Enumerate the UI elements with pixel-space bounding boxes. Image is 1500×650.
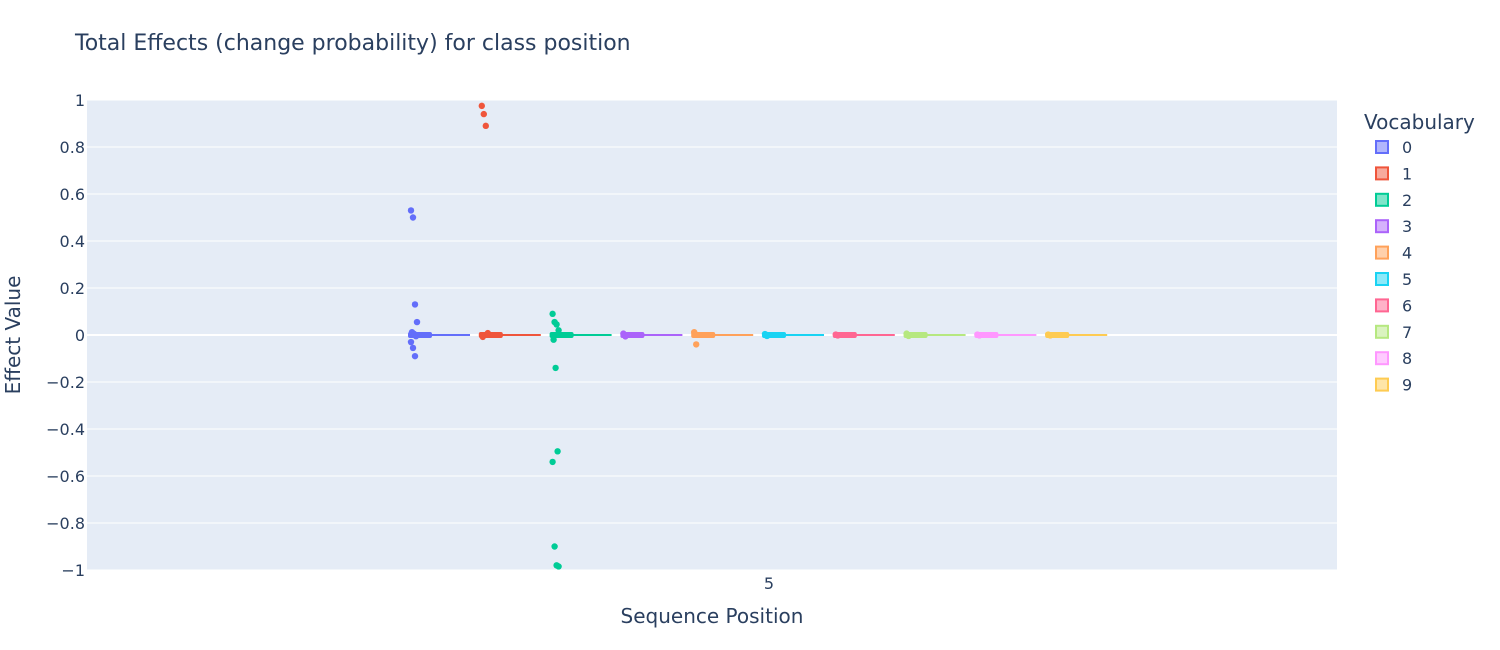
legend-label: 9 [1402, 376, 1412, 395]
legend-swatch [1375, 166, 1389, 181]
legend-swatch [1375, 324, 1389, 339]
y-tick-label: 0.4 [60, 232, 85, 251]
outlier-point [976, 332, 983, 339]
outlier-point [480, 110, 487, 118]
legend-label: 7 [1402, 323, 1412, 342]
outlier-point [691, 328, 698, 336]
outlier-point [550, 336, 557, 343]
legend-label: 6 [1402, 296, 1412, 315]
y-tick-label: −0.2 [46, 373, 85, 392]
series-layer [407, 102, 1108, 570]
legend-item-3[interactable]: 3 [1375, 217, 1412, 236]
series-1 [478, 102, 541, 341]
legend-item-9[interactable]: 9 [1375, 376, 1412, 395]
outlier-point [549, 310, 556, 318]
y-tick-label: 1 [75, 91, 85, 110]
y-tick-label: −0.6 [46, 467, 85, 486]
legend-swatch [1375, 298, 1389, 313]
y-tick-label: 0.2 [60, 279, 85, 298]
legend-item-8[interactable]: 8 [1375, 349, 1412, 368]
outlier-point [555, 563, 562, 570]
legend-label: 5 [1402, 270, 1412, 289]
legend-item-5[interactable]: 5 [1375, 270, 1412, 289]
series-2 [549, 310, 612, 570]
outlier-point [407, 207, 415, 214]
outlier-point [409, 344, 417, 352]
legend-swatch [1375, 377, 1389, 392]
outlier-point [551, 543, 558, 550]
legend-label: 4 [1402, 244, 1412, 263]
y-tick-label: 0.8 [60, 138, 85, 157]
legend-swatch [1375, 140, 1389, 154]
y-tick-label: 0.6 [60, 185, 85, 204]
series-9 [1045, 331, 1108, 339]
outlier-point [622, 333, 629, 340]
outlier-point [412, 332, 420, 340]
outlier-point [413, 318, 421, 326]
y-tick-label: −0.4 [46, 420, 85, 439]
legend-label: 8 [1402, 349, 1412, 368]
legend-swatch [1375, 192, 1389, 207]
series-4 [691, 328, 754, 348]
series-3 [620, 330, 683, 340]
legend-swatch [1375, 245, 1389, 260]
outlier-point [1047, 332, 1054, 339]
y-tick-label: −1 [61, 561, 85, 580]
series-5 [761, 330, 824, 340]
outlier-point [553, 321, 560, 328]
legend-item-0[interactable]: 0 [1375, 138, 1412, 157]
outlier-point [554, 448, 561, 455]
outlier-point [478, 102, 485, 110]
box-cluster [549, 332, 574, 338]
outlier-point [407, 338, 415, 346]
outlier-point [552, 364, 559, 372]
x-axis-ticks: 5 [764, 574, 774, 593]
y-axis-title: Effect Value [1, 276, 25, 395]
outlier-point [484, 329, 491, 337]
outlier-point [555, 327, 562, 334]
legend-label: 1 [1402, 164, 1412, 183]
legend-title: Vocabulary [1364, 110, 1475, 134]
outlier-point [763, 332, 771, 340]
outlier-point [482, 122, 489, 130]
y-tick-label: 0 [75, 326, 85, 345]
outlier-point [905, 332, 912, 340]
legend-label: 3 [1402, 217, 1412, 236]
outlier-point [549, 458, 556, 466]
x-tick-label: 5 [764, 574, 774, 593]
legend-label: 2 [1402, 191, 1412, 210]
series-0 [407, 207, 470, 360]
y-axis-ticks: 1 0.8 0.6 0.4 0.2 0 −0.2 −0.4 −0.6 −0.8 −1 [46, 91, 85, 580]
series-8 [974, 331, 1037, 339]
series-6 [832, 331, 895, 339]
series-7 [903, 330, 966, 340]
legend-label: 0 [1402, 138, 1412, 157]
outlier-point [411, 301, 419, 308]
legend-swatch [1375, 351, 1389, 366]
chart-title: Total Effects (change probability) for c… [74, 31, 631, 56]
legend-item-6[interactable]: 6 [1375, 296, 1412, 315]
outlier-point [479, 333, 486, 341]
legend-item-7[interactable]: 7 [1375, 323, 1412, 342]
legend[interactable]: Vocabulary 0 1 2 3 4 5 6 7 8 9 [1364, 110, 1475, 395]
y-tick-label: −0.8 [46, 514, 85, 533]
outlier-point [693, 341, 700, 348]
legend-swatch [1375, 272, 1389, 286]
box-cluster [691, 332, 716, 338]
legend-item-1[interactable]: 1 [1375, 164, 1412, 183]
outlier-point [834, 332, 841, 339]
legend-item-2[interactable]: 2 [1375, 191, 1412, 210]
legend-item-4[interactable]: 4 [1375, 244, 1412, 263]
outlier-point [411, 352, 419, 360]
legend-swatch [1375, 219, 1389, 234]
outlier-point [409, 214, 417, 221]
x-axis-title: Sequence Position [621, 604, 804, 628]
